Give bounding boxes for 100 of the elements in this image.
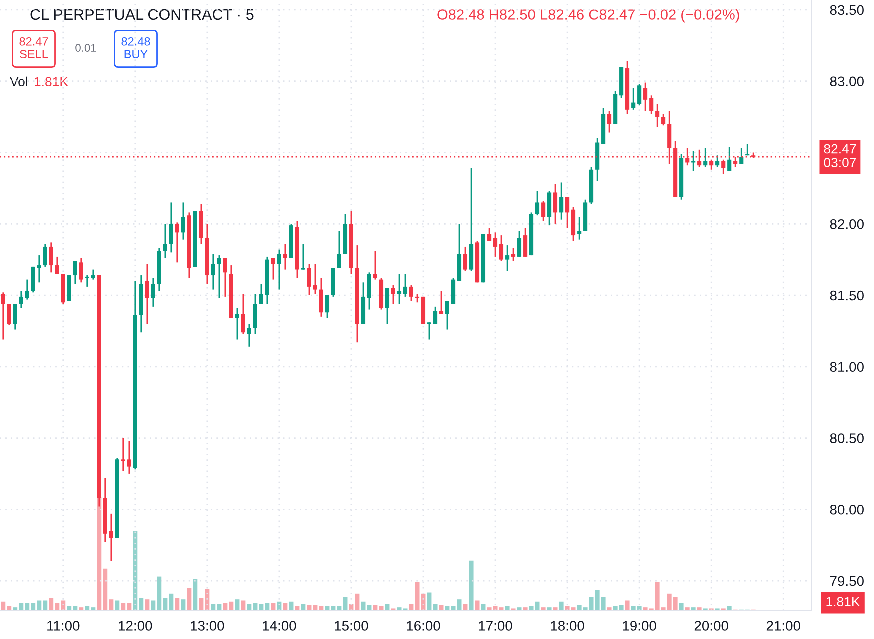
candlestick: [91, 269, 96, 280]
candlestick: [373, 250, 378, 280]
bar: [175, 598, 180, 611]
candlestick: [223, 258, 228, 298]
candlestick: [79, 258, 84, 284]
candlestick: [1, 292, 6, 340]
candlestick: [662, 114, 666, 126]
x-tick-label: 12:00: [119, 621, 152, 631]
candlestick: [463, 246, 468, 272]
candlestick: [427, 322, 432, 340]
candlestick: [391, 284, 396, 305]
candlestick: [566, 196, 570, 230]
bar: [235, 600, 240, 611]
y-tick-label: 83.00: [830, 76, 864, 87]
candlestick: [49, 242, 54, 274]
y-tick-label: 81.00: [830, 362, 864, 372]
candlestick: [638, 84, 642, 106]
candlestick: [37, 254, 42, 284]
candlestick: [109, 513, 114, 562]
y-tick-label: 83.50: [830, 5, 864, 16]
candlestick: [13, 303, 18, 330]
annotation: 1.81K: [35, 77, 68, 87]
candlestick: [211, 253, 216, 290]
bar: [475, 600, 480, 611]
candlestick: [433, 306, 438, 325]
candlestick: [506, 244, 510, 272]
candlestick: [337, 230, 342, 270]
x-tick-label: 21:00: [766, 621, 800, 631]
candlestick: [169, 202, 174, 254]
x-tick-label: 11:00: [48, 621, 80, 631]
x-tick-label: 14:00: [263, 621, 296, 631]
candlestick: [301, 243, 306, 271]
bar: [187, 588, 192, 611]
bar: [463, 604, 468, 611]
candlestick: [403, 273, 408, 298]
candlestick: [271, 258, 276, 280]
x-tick-label: 17:00: [479, 621, 512, 631]
candlestick: [19, 290, 24, 310]
ref-line-label: 82.47 03:07: [824, 144, 856, 168]
y-tick-label: 81.50: [830, 290, 864, 301]
candlestick: [499, 234, 504, 262]
candlestick: [307, 263, 312, 296]
bar: [241, 600, 246, 611]
candlestick: [43, 243, 48, 268]
x-tick-label: 15:00: [335, 621, 368, 631]
x-tick-label: 20:00: [694, 621, 728, 631]
x-tick-label: 16:00: [407, 621, 440, 631]
chart-title: Vol: [10, 76, 28, 87]
candlestick: [710, 159, 714, 171]
bar: [433, 604, 438, 611]
y-tick-label: 80.50: [830, 434, 864, 444]
bar: [625, 600, 630, 611]
candlestick: [385, 288, 390, 325]
bar: [385, 604, 390, 611]
candlestick: [259, 283, 264, 305]
candlestick: [235, 308, 240, 340]
candlestick: [217, 254, 222, 300]
annotation: O82.48 H82.50 L82.46 C82.47 −0.02 (−0.02%): [438, 9, 740, 23]
candlestick: [151, 278, 156, 308]
text: 1.81K: [826, 597, 860, 607]
candlestick: [127, 440, 132, 475]
candlestick: [656, 104, 660, 128]
candlestick: [241, 293, 246, 335]
candlestick: [163, 223, 168, 260]
annotation: 0.01: [76, 44, 96, 52]
y-tick-label: 79.50: [830, 576, 864, 586]
candlestick: [716, 154, 720, 168]
candlestick: [608, 110, 612, 134]
candlestick: [175, 222, 180, 264]
candlestick: [397, 273, 402, 305]
candlestick: [319, 278, 324, 318]
candlestick: [7, 303, 12, 326]
candlestick: [277, 249, 282, 290]
candlestick: [73, 260, 78, 285]
x-tick-label: 13:00: [191, 621, 224, 631]
candlestick: [740, 148, 744, 165]
candlestick: [145, 263, 150, 325]
bar: [427, 592, 432, 611]
bar: [469, 560, 474, 611]
candlestick: [325, 294, 330, 320]
y-tick-label: 82.00: [830, 219, 864, 230]
bar: [181, 600, 186, 611]
candlestick: [632, 88, 636, 111]
candlestick: [722, 159, 726, 175]
bar: [115, 600, 120, 611]
bar: [409, 604, 414, 611]
chart-title: CL PERPETUAL CONTRACT · 5: [30, 9, 254, 20]
candlestick: [644, 82, 648, 112]
bar: [559, 602, 564, 611]
candlestick: [560, 182, 564, 221]
candlestick: [535, 190, 540, 216]
candlestick: [25, 279, 30, 300]
candlestick: [439, 290, 444, 315]
candlestick: [283, 243, 288, 271]
candlestick: [493, 232, 498, 258]
candlestick: [553, 183, 558, 225]
bar: [283, 603, 288, 611]
candlestick: [55, 256, 60, 275]
bar: [271, 603, 276, 611]
candlestick: [488, 228, 492, 242]
